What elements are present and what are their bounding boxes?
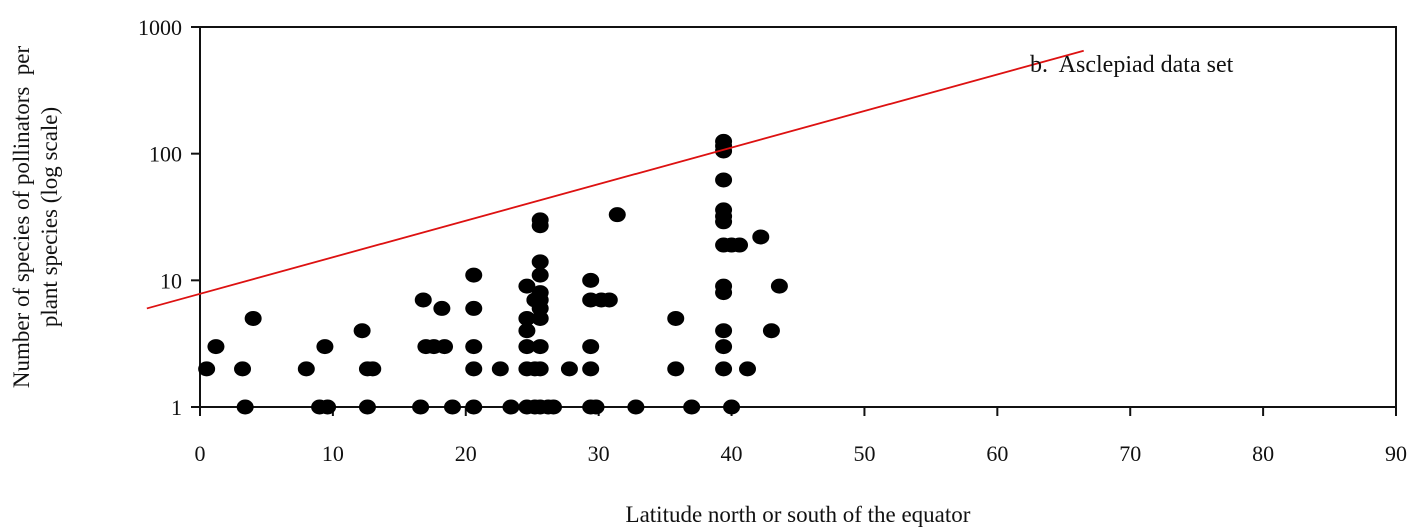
data-point: [715, 339, 733, 355]
data-point: [715, 323, 733, 339]
x-axis-ticks: 0 10 20 30 40 50 60 70 80 90: [195, 407, 1407, 466]
data-point: [353, 323, 371, 339]
data-point: [316, 339, 334, 355]
data-point: [715, 285, 733, 301]
x-tick-label: 10: [322, 441, 344, 466]
data-point: [683, 399, 701, 415]
data-point: [531, 339, 549, 355]
data-point: [531, 361, 549, 377]
data-point: [531, 267, 549, 283]
x-tick-label: 0: [195, 441, 206, 466]
data-point: [752, 229, 770, 245]
data-point: [236, 399, 254, 415]
data-point: [465, 339, 483, 355]
data-point: [198, 361, 216, 377]
data-point: [465, 267, 483, 283]
data-point: [465, 361, 483, 377]
y-axis-title: Number of species of pollinators per pla…: [9, 45, 62, 388]
data-point: [491, 361, 509, 377]
data-point: [723, 399, 741, 415]
data-point: [544, 399, 562, 415]
x-tick-label: 50: [853, 441, 875, 466]
data-point: [297, 361, 315, 377]
data-point: [518, 278, 536, 294]
data-point: [358, 399, 376, 415]
data-point: [715, 143, 733, 159]
data-point: [770, 278, 788, 294]
data-point: [244, 310, 262, 326]
data-point: [502, 399, 520, 415]
data-point: [443, 399, 461, 415]
chart-annotation: b. Asclepiad data set: [1030, 52, 1234, 78]
data-point: [319, 399, 337, 415]
data-point: [582, 339, 600, 355]
data-point: [667, 361, 685, 377]
data-point: [627, 399, 645, 415]
data-point: [531, 218, 549, 234]
data-point: [518, 323, 536, 339]
data-point: [715, 172, 733, 188]
data-points: [198, 133, 788, 415]
x-tick-label: 70: [1119, 441, 1141, 466]
data-point: [531, 310, 549, 326]
x-tick-label: 30: [588, 441, 610, 466]
x-axis-title: Latitude north or south of the equator: [626, 502, 971, 527]
y-axis-title-line-1: Number of species of pollinators per: [9, 45, 34, 388]
data-point: [414, 292, 432, 308]
data-point: [433, 300, 451, 316]
y-tick-label: 1: [171, 395, 182, 420]
data-point: [412, 399, 430, 415]
data-point: [582, 361, 600, 377]
y-tick-label: 10: [160, 268, 182, 293]
data-point: [518, 339, 536, 355]
data-point: [436, 339, 454, 355]
y-tick-label: 1000: [138, 15, 182, 40]
x-tick-label: 80: [1252, 441, 1274, 466]
data-point: [762, 323, 780, 339]
data-point: [715, 361, 733, 377]
data-point: [667, 310, 685, 326]
data-point: [560, 361, 578, 377]
data-point: [731, 237, 749, 253]
data-point: [234, 361, 252, 377]
data-point: [587, 399, 605, 415]
data-point: [518, 310, 536, 326]
data-point: [465, 300, 483, 316]
y-tick-label: 100: [149, 142, 182, 167]
data-point: [465, 399, 483, 415]
data-point: [715, 214, 733, 230]
y-axis-ticks: 1 10 100 1000: [138, 15, 200, 420]
x-tick-label: 20: [455, 441, 477, 466]
plot-frame: [199, 26, 1397, 408]
data-point: [531, 254, 549, 270]
data-point: [608, 207, 626, 223]
data-point: [207, 339, 225, 355]
data-point: [739, 361, 757, 377]
data-point: [600, 292, 618, 308]
data-point: [582, 272, 600, 288]
x-tick-label: 60: [986, 441, 1008, 466]
data-point: [364, 361, 382, 377]
trend-line: [146, 49, 1084, 310]
x-tick-label: 90: [1385, 441, 1407, 466]
x-tick-label: 40: [721, 441, 743, 466]
y-axis-title-line-2: plant species (log scale): [37, 107, 62, 327]
